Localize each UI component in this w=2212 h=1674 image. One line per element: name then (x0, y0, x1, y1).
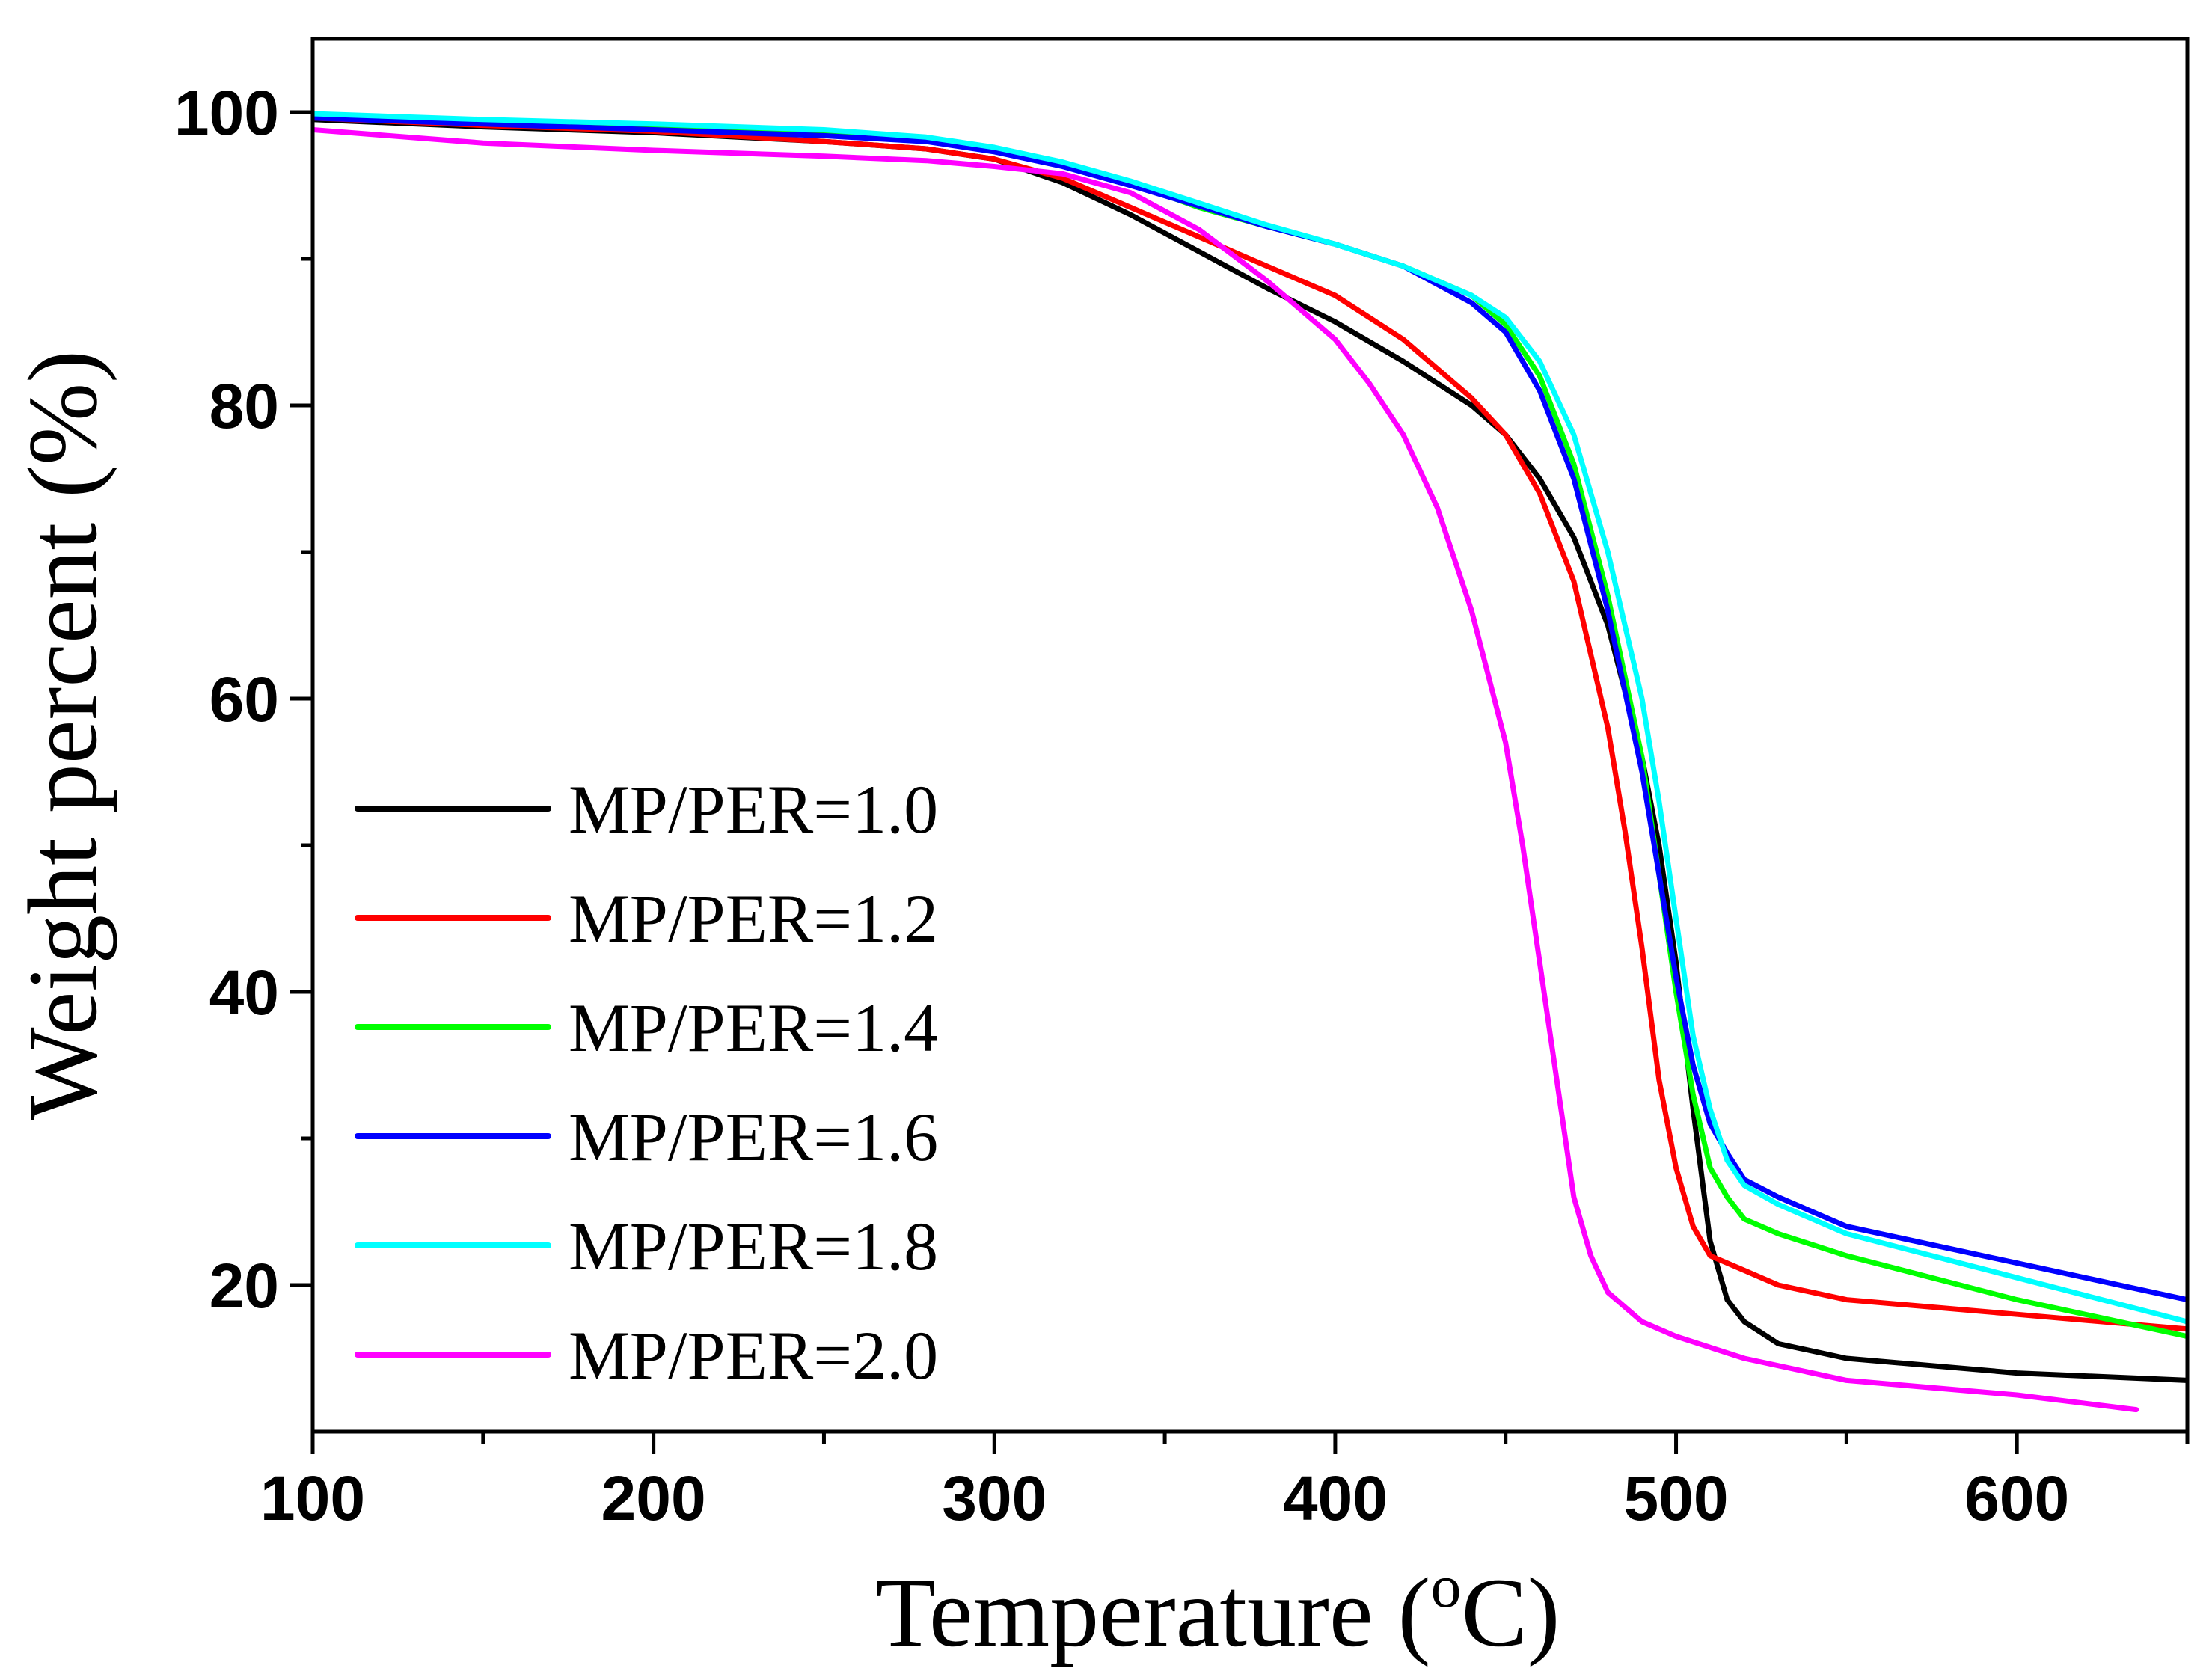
series-line-2 (313, 115, 2187, 1332)
series-line-4 (313, 115, 2187, 1303)
x-axis-title: Temperature (oC) (876, 1552, 1560, 1667)
y-tick-label: 20 (209, 1251, 279, 1321)
series-line-1 (313, 117, 2187, 1383)
y-tick-labels: 20 40 60 80 100 (174, 78, 279, 1321)
x-tick-label: 200 (601, 1463, 706, 1533)
legend-label: MP/PER=2.0 (569, 1317, 938, 1394)
legend-label: MP/PER=1.0 (569, 771, 938, 847)
series-line-5 (313, 111, 2187, 1325)
x-tick-labels: 100 200 300 400 500 600 (260, 1463, 2069, 1533)
legend-label: MP/PER=1.2 (569, 880, 938, 957)
y-tick-label: 80 (209, 371, 279, 441)
series-layer (313, 111, 2187, 1413)
ticks-layer (290, 110, 2190, 1454)
x-tick-label: 400 (1283, 1463, 1388, 1533)
x-tick-label: 500 (1623, 1463, 1728, 1533)
x-tick-label: 600 (1964, 1463, 2069, 1533)
legend-label: MP/PER=1.8 (569, 1208, 938, 1284)
x-tick-label: 100 (260, 1463, 365, 1533)
legend-label: MP/PER=1.6 (569, 1099, 938, 1175)
y-axis-title: Weight percent (%) (7, 350, 117, 1120)
legend-label: MP/PER=1.4 (569, 990, 938, 1066)
series-line-6 (313, 127, 2139, 1413)
legend: MP/PER=1.0 MP/PER=1.2 MP/PER=1.4 MP/PER=1.6… (355, 771, 938, 1394)
y-tick-label: 100 (174, 78, 279, 148)
y-tick-label: 40 (209, 957, 279, 1028)
y-tick-label: 60 (209, 664, 279, 735)
plot-frame (310, 37, 2190, 1434)
x-tick-label: 300 (942, 1463, 1047, 1533)
